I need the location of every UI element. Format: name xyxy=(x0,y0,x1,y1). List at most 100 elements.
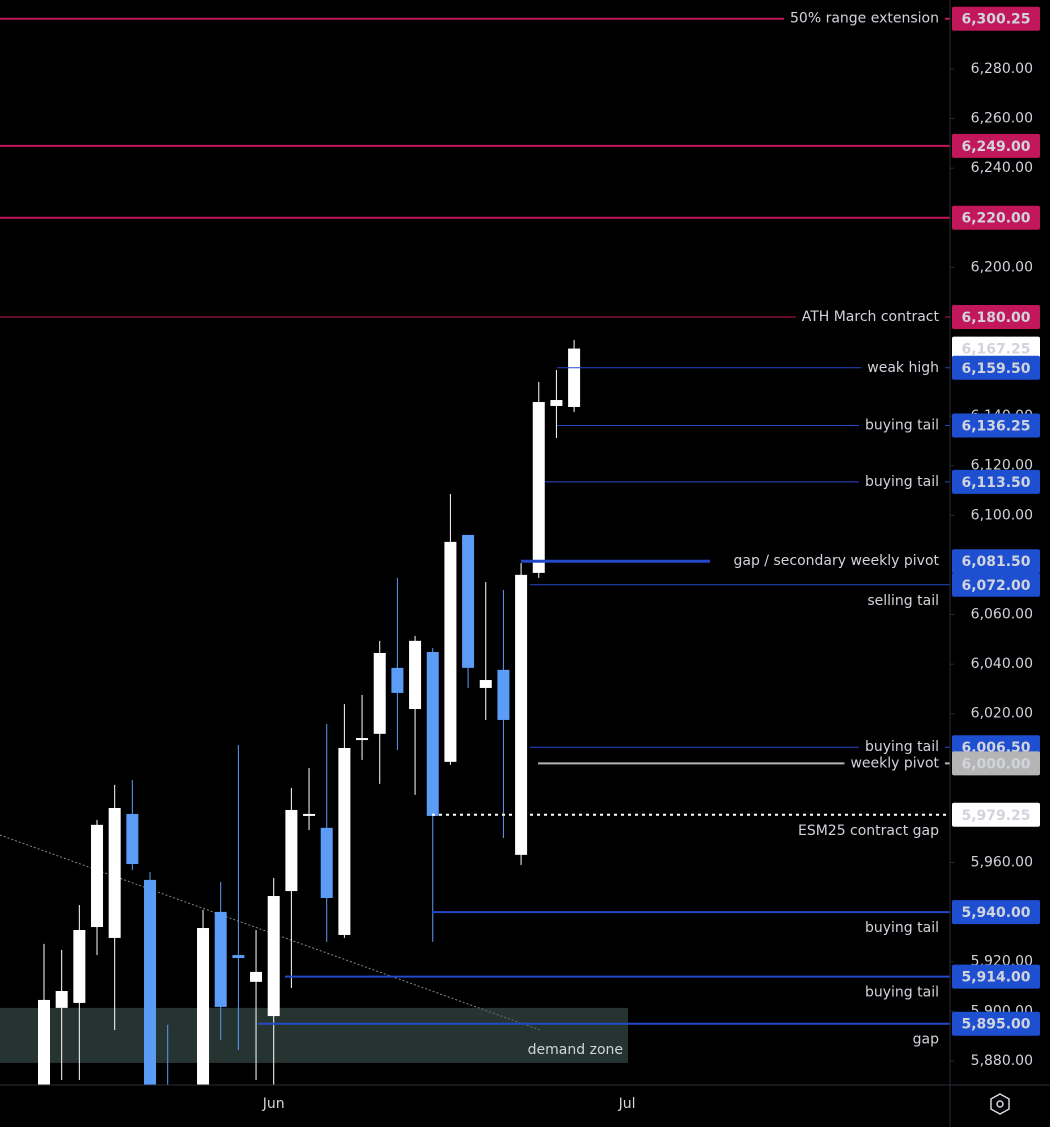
y-tick-label: 6,120.00 xyxy=(971,458,1033,474)
level-label: gap / secondary weekly pivot xyxy=(734,553,940,569)
price-badge-label: 6,113.50 xyxy=(961,475,1030,491)
candle-body xyxy=(444,541,457,762)
price-badge-label: 6,159.50 xyxy=(961,361,1030,377)
y-tick-label: 5,960.00 xyxy=(971,855,1033,871)
price-badge xyxy=(952,133,1040,158)
candle-body xyxy=(338,747,351,935)
level-label: ESM25 contract gap xyxy=(798,823,939,839)
candle-body xyxy=(320,827,333,899)
price-badge xyxy=(952,549,1040,574)
price-badge-label: 6,167.25 xyxy=(961,342,1030,358)
price-badge xyxy=(952,1011,1040,1036)
candle-body xyxy=(479,680,492,688)
price-badge-label: 6,072.00 xyxy=(961,578,1030,594)
candle-body xyxy=(197,928,210,1085)
level-label-bg xyxy=(859,472,945,491)
price-badge-label: 5,914.00 xyxy=(961,970,1030,986)
candle-body xyxy=(568,348,581,407)
level-label-bg xyxy=(727,552,945,571)
candle-body xyxy=(267,896,280,1017)
candle-body xyxy=(532,402,545,573)
y-tick-label: 6,040.00 xyxy=(971,656,1033,672)
level-label: buying tail xyxy=(865,739,939,755)
price-badge xyxy=(952,964,1040,989)
price-badge-label: 6,136.25 xyxy=(961,418,1030,434)
price-badge xyxy=(952,355,1040,380)
y-tick-label: 6,100.00 xyxy=(971,507,1033,523)
x-tick-label: Jul xyxy=(618,1096,636,1112)
price-badge xyxy=(952,802,1040,827)
candle-body xyxy=(55,991,68,1008)
price-badge xyxy=(952,751,1040,776)
level-label-bg xyxy=(844,754,945,773)
candle-body xyxy=(232,955,245,959)
price-badge xyxy=(952,469,1040,494)
plot-area xyxy=(0,17,950,1085)
level-label: weekly pivot xyxy=(850,755,939,771)
candle-body xyxy=(356,738,369,741)
y-tick-label: 6,200.00 xyxy=(971,259,1033,275)
level-label-bg xyxy=(861,358,945,377)
price-badge-label: 6,081.50 xyxy=(961,554,1030,570)
level-label: buying tail xyxy=(865,474,939,490)
level-label: gap xyxy=(913,1032,939,1048)
candle-body xyxy=(144,879,157,1085)
demand-zone-label: demand zone xyxy=(528,1042,623,1058)
candle-body xyxy=(214,911,227,1007)
candle-body xyxy=(462,534,475,668)
level-label-bg xyxy=(795,307,945,326)
level-label-bg xyxy=(859,738,945,757)
y-tick-label: 6,240.00 xyxy=(971,160,1033,176)
level-label: 50% range extension xyxy=(790,11,939,27)
level-label: buying tail xyxy=(865,920,939,936)
candle-body xyxy=(285,809,298,892)
candle-body xyxy=(550,400,563,406)
price-badge-label: 5,979.25 xyxy=(961,808,1030,824)
price-badge-label: 5,895.00 xyxy=(961,1017,1030,1033)
candle-body xyxy=(373,652,386,734)
price-badge xyxy=(952,6,1040,31)
demand-zone xyxy=(0,1007,628,1063)
level-label: weak high xyxy=(867,360,939,376)
y-tick-label: 6,020.00 xyxy=(971,706,1033,722)
price-badge-label: 6,249.00 xyxy=(961,139,1030,155)
x-tick-label: Jun xyxy=(262,1096,285,1112)
price-badge-label: 5,940.00 xyxy=(961,905,1030,921)
candle-body xyxy=(515,574,528,855)
candle-body xyxy=(409,640,422,710)
price-badge xyxy=(952,205,1040,230)
candle-body xyxy=(91,824,104,928)
price-badge-label: 6,300.25 xyxy=(961,12,1030,28)
candle-body xyxy=(126,813,139,865)
y-tick-label: 6,260.00 xyxy=(971,111,1033,127)
candle-body xyxy=(426,651,439,816)
candle-body xyxy=(108,807,121,938)
level-label: buying tail xyxy=(865,985,939,1001)
candle-body xyxy=(303,813,316,816)
level-label: buying tail xyxy=(865,417,939,433)
y-tick-label: 6,280.00 xyxy=(971,61,1033,77)
settings-icon-dot xyxy=(996,1100,1004,1108)
level-label: ATH March contract xyxy=(802,309,940,325)
candle-body xyxy=(73,930,86,1003)
y-tick-label: 5,880.00 xyxy=(971,1053,1033,1069)
candle-body xyxy=(497,669,510,720)
price-badge xyxy=(952,304,1040,329)
candle-body xyxy=(38,999,50,1085)
level-label-bg xyxy=(859,416,945,435)
price-badge-label: 6,000.00 xyxy=(961,756,1030,772)
price-badge xyxy=(952,572,1040,597)
price-badge-label: 6,220.00 xyxy=(961,211,1030,227)
level-label: selling tail xyxy=(867,593,939,609)
settings-icon[interactable] xyxy=(990,1093,1010,1115)
level-label-bg xyxy=(784,9,945,28)
candle-body xyxy=(391,667,404,693)
price-badge-label: 6,180.00 xyxy=(961,310,1030,326)
price-badge xyxy=(952,336,1040,361)
price-badge xyxy=(952,413,1040,438)
candle-body xyxy=(250,971,263,982)
price-badge xyxy=(952,900,1040,925)
y-tick-label: 6,060.00 xyxy=(971,607,1033,623)
